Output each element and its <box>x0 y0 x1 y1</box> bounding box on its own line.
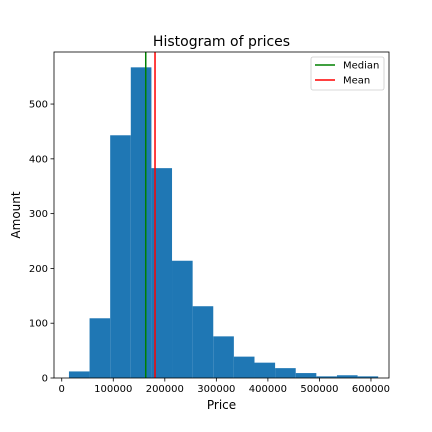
reference-lines <box>144 52 156 378</box>
x-axis-ticks: 0 100000 200000 300000 400000 500000 600000 <box>59 378 390 395</box>
y-tick-label: 0 <box>42 374 48 385</box>
x-tick-label: 400000 <box>249 384 287 395</box>
histogram-bar <box>192 306 214 378</box>
x-tick-label: 300000 <box>197 384 235 395</box>
legend: Median Mean <box>310 56 385 91</box>
histogram-bar <box>151 168 173 378</box>
histogram-bar <box>316 376 337 378</box>
histogram-bar <box>110 135 131 378</box>
x-tick-label: 100000 <box>94 384 132 395</box>
histogram-bar <box>68 371 90 378</box>
legend-label-mean: Mean <box>343 76 370 87</box>
x-tick-label: 200000 <box>146 384 184 395</box>
plot-frame <box>53 51 390 379</box>
histogram-bars <box>68 67 379 378</box>
y-tick-label: 300 <box>29 209 48 220</box>
histogram-bar <box>254 362 276 378</box>
histogram-bar <box>89 318 111 378</box>
y-tick-label: 500 <box>29 100 48 111</box>
histogram-bar <box>172 260 193 378</box>
histogram-bar <box>357 376 379 378</box>
x-tick-label: 0 <box>59 384 65 395</box>
y-tick-label: 400 <box>29 154 48 165</box>
histogram-bar <box>130 67 152 378</box>
y-axis-ticks: 0 100 200 300 400 500 <box>29 100 54 385</box>
histogram-bar <box>233 356 255 378</box>
histogram-bar <box>213 336 234 378</box>
legend-label-median: Median <box>343 61 379 72</box>
y-axis-label: Amount <box>9 191 23 238</box>
y-tick-label: 200 <box>29 264 48 275</box>
histogram-bar <box>275 368 296 378</box>
x-axis-label: Price <box>207 398 236 412</box>
x-tick-label: 600000 <box>352 384 390 395</box>
chart-title: Histogram of prices <box>153 34 290 50</box>
x-tick-label: 500000 <box>300 384 338 395</box>
histogram-bar <box>295 373 317 378</box>
histogram-bar <box>336 375 358 378</box>
y-tick-label: 100 <box>29 319 48 330</box>
